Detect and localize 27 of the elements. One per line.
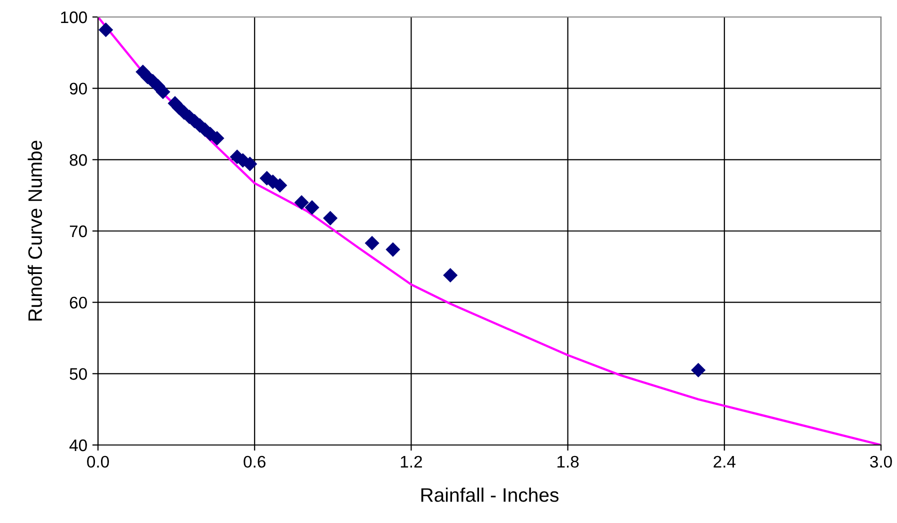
x-tick-label: 2.4 xyxy=(714,456,736,468)
x-axis-title: Rainfall - Inches xyxy=(421,488,559,502)
y-tick-label: 100 xyxy=(61,11,87,24)
y-axis-title: Runoff Curve Numbe xyxy=(28,140,42,321)
point xyxy=(294,195,309,210)
x-tick-label: 0.0 xyxy=(87,456,109,468)
point xyxy=(304,200,320,215)
y-tick-label: 70 xyxy=(70,225,87,238)
x-tick-label: 1.8 xyxy=(557,456,579,468)
point xyxy=(210,130,224,146)
y-tick-label: 50 xyxy=(70,368,87,380)
point xyxy=(156,84,170,100)
x-tick-label: 3.0 xyxy=(870,456,892,468)
point xyxy=(691,362,706,378)
y-tick-label: 90 xyxy=(70,82,87,95)
point xyxy=(386,242,400,257)
point xyxy=(242,156,258,172)
point xyxy=(364,236,380,250)
point xyxy=(272,178,288,193)
point xyxy=(443,268,458,283)
point xyxy=(323,210,338,226)
x-tick-label: 1.2 xyxy=(400,456,422,468)
y-tick-label: 80 xyxy=(70,154,87,166)
point xyxy=(98,22,114,38)
y-tick-label: 60 xyxy=(70,296,87,309)
x-tick-label: 0.6 xyxy=(244,456,266,468)
y-tick-label: 40 xyxy=(69,439,87,452)
